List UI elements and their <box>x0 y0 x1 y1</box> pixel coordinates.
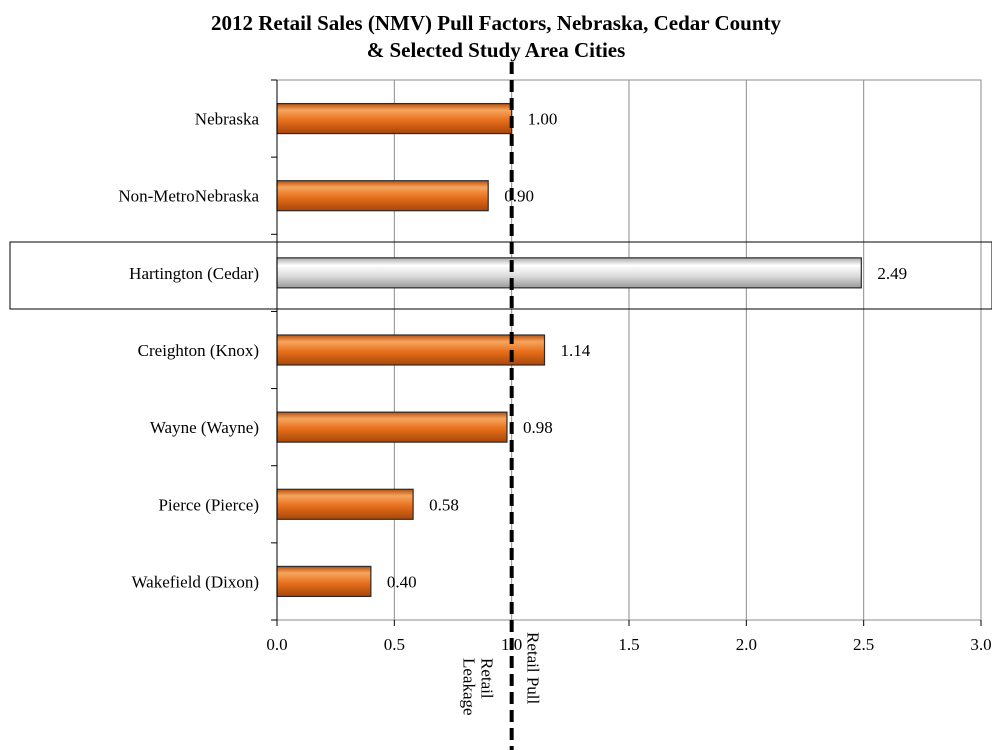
data-label: 0.40 <box>387 572 417 591</box>
retail-leakage-label-line1: Retail <box>478 658 497 699</box>
data-label: 0.98 <box>523 418 553 437</box>
chart-title-line2: & Selected Study Area Cities <box>367 38 626 62</box>
bar <box>276 180 489 212</box>
data-label: 0.90 <box>504 187 534 206</box>
data-label: 1.14 <box>561 341 591 360</box>
x-tick-label: 2.0 <box>736 635 757 654</box>
bar <box>276 488 414 520</box>
x-tick-label: 2.5 <box>853 635 874 654</box>
axes: 0.00.51.01.52.02.53.0 <box>266 79 992 654</box>
category-label: Wakefield (Dixon) <box>132 572 260 591</box>
bar <box>276 411 508 443</box>
category-label: Nebraska <box>195 110 260 129</box>
bar <box>276 102 513 135</box>
retail-pull-label: Retail Pull <box>524 632 543 705</box>
bar <box>276 565 372 598</box>
x-tick-label: 3.0 <box>970 635 991 654</box>
category-label: Non-MetroNebraska <box>118 187 259 206</box>
highlight-frame <box>9 241 992 310</box>
bar-highlight <box>276 257 862 289</box>
data-label: 2.49 <box>877 264 907 283</box>
retail-leakage-label-line2: Leakage <box>460 658 479 716</box>
data-label: 0.58 <box>429 495 459 514</box>
data-label: 1.00 <box>528 110 558 129</box>
category-label: Pierce (Pierce) <box>158 495 259 514</box>
x-tick-label: 0.5 <box>384 635 405 654</box>
chart-title-line1: 2012 Retail Sales (NMV) Pull Factors, Ne… <box>211 11 782 35</box>
category-label: Wayne (Wayne) <box>150 418 259 437</box>
category-label: Creighton (Knox) <box>138 341 259 360</box>
x-tick-label: 0.0 <box>266 635 287 654</box>
x-tick-label: 1.5 <box>618 635 639 654</box>
bar <box>276 334 546 366</box>
category-label: Hartington (Cedar) <box>129 264 259 283</box>
bars: Nebraska 1.00 Non-MetroNebraska 0.90 Harting… <box>118 102 907 598</box>
